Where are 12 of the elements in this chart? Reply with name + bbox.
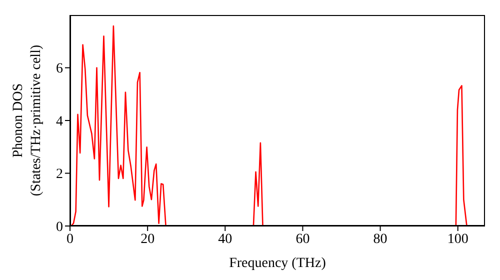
y-axis-title: Phonon DOS (States/THz·primitive cell): [11, 44, 44, 196]
x-tick-label: 60: [296, 232, 310, 247]
x-axis-title: Frequency (THz): [229, 256, 326, 271]
y-tick-label: 4: [56, 114, 63, 130]
x-tick-label: 20: [140, 232, 155, 247]
x-tick-label: 40: [218, 232, 232, 247]
y-tick-label: 2: [56, 167, 63, 182]
x-tick-label: 80: [373, 232, 388, 247]
x-tick-label: 0: [66, 232, 74, 247]
x-tick-label: 100: [447, 232, 468, 247]
y-tick-label: 0: [56, 220, 63, 235]
y-tick-label: 6: [56, 62, 63, 77]
